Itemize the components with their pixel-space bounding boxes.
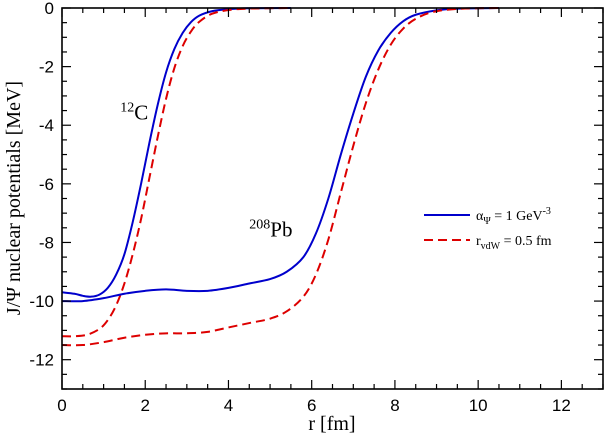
annotations-layer: 12C 208Pb: [120, 100, 292, 241]
y-tick-label: -12: [29, 351, 54, 370]
x-tick-label: 10: [469, 396, 488, 415]
x-tick-label: 12: [552, 396, 571, 415]
tick-labels-layer: 0 2 4 6 8 10 12 0 -2 -4 -6 -8 -10 -12: [29, 0, 570, 415]
legend-label-rvdw: rvdW = 0.5 fm: [476, 234, 552, 252]
x-tick-label: 6: [307, 396, 316, 415]
series-line-3: [61, 7, 499, 347]
series-layer: [61, 7, 499, 347]
y-tick-label: -8: [39, 233, 54, 252]
x-tick-label: 8: [390, 396, 399, 415]
nucleus-annotation-0: 12C: [120, 100, 148, 124]
x-tick-label: 2: [140, 396, 149, 415]
x-tick-label: 4: [224, 396, 233, 415]
y-tick-label: -6: [39, 175, 54, 194]
plot-frame: [61, 7, 604, 390]
y-axis-title: J/Ψ nuclear potentials [MeV]: [3, 81, 25, 315]
nucleus-annotation-1: 208Pb: [249, 218, 292, 242]
legend-label-alpha: αΨ = 1 GeV-3: [476, 206, 551, 227]
x-axis-title: r [fm]: [308, 413, 355, 435]
legend: αΨ = 1 GeV-3 rvdW = 0.5 fm: [424, 206, 552, 252]
y-tick-label: 0: [45, 0, 54, 18]
y-tick-label: -2: [39, 58, 54, 77]
y-tick-label: -4: [39, 116, 54, 135]
series-line-0: [61, 7, 291, 298]
series-line-1: [61, 7, 291, 338]
x-tick-label: 0: [57, 396, 66, 415]
series-line-2: [61, 7, 499, 303]
y-tick-label: -10: [29, 292, 54, 311]
ticks-layer: [61, 7, 604, 390]
